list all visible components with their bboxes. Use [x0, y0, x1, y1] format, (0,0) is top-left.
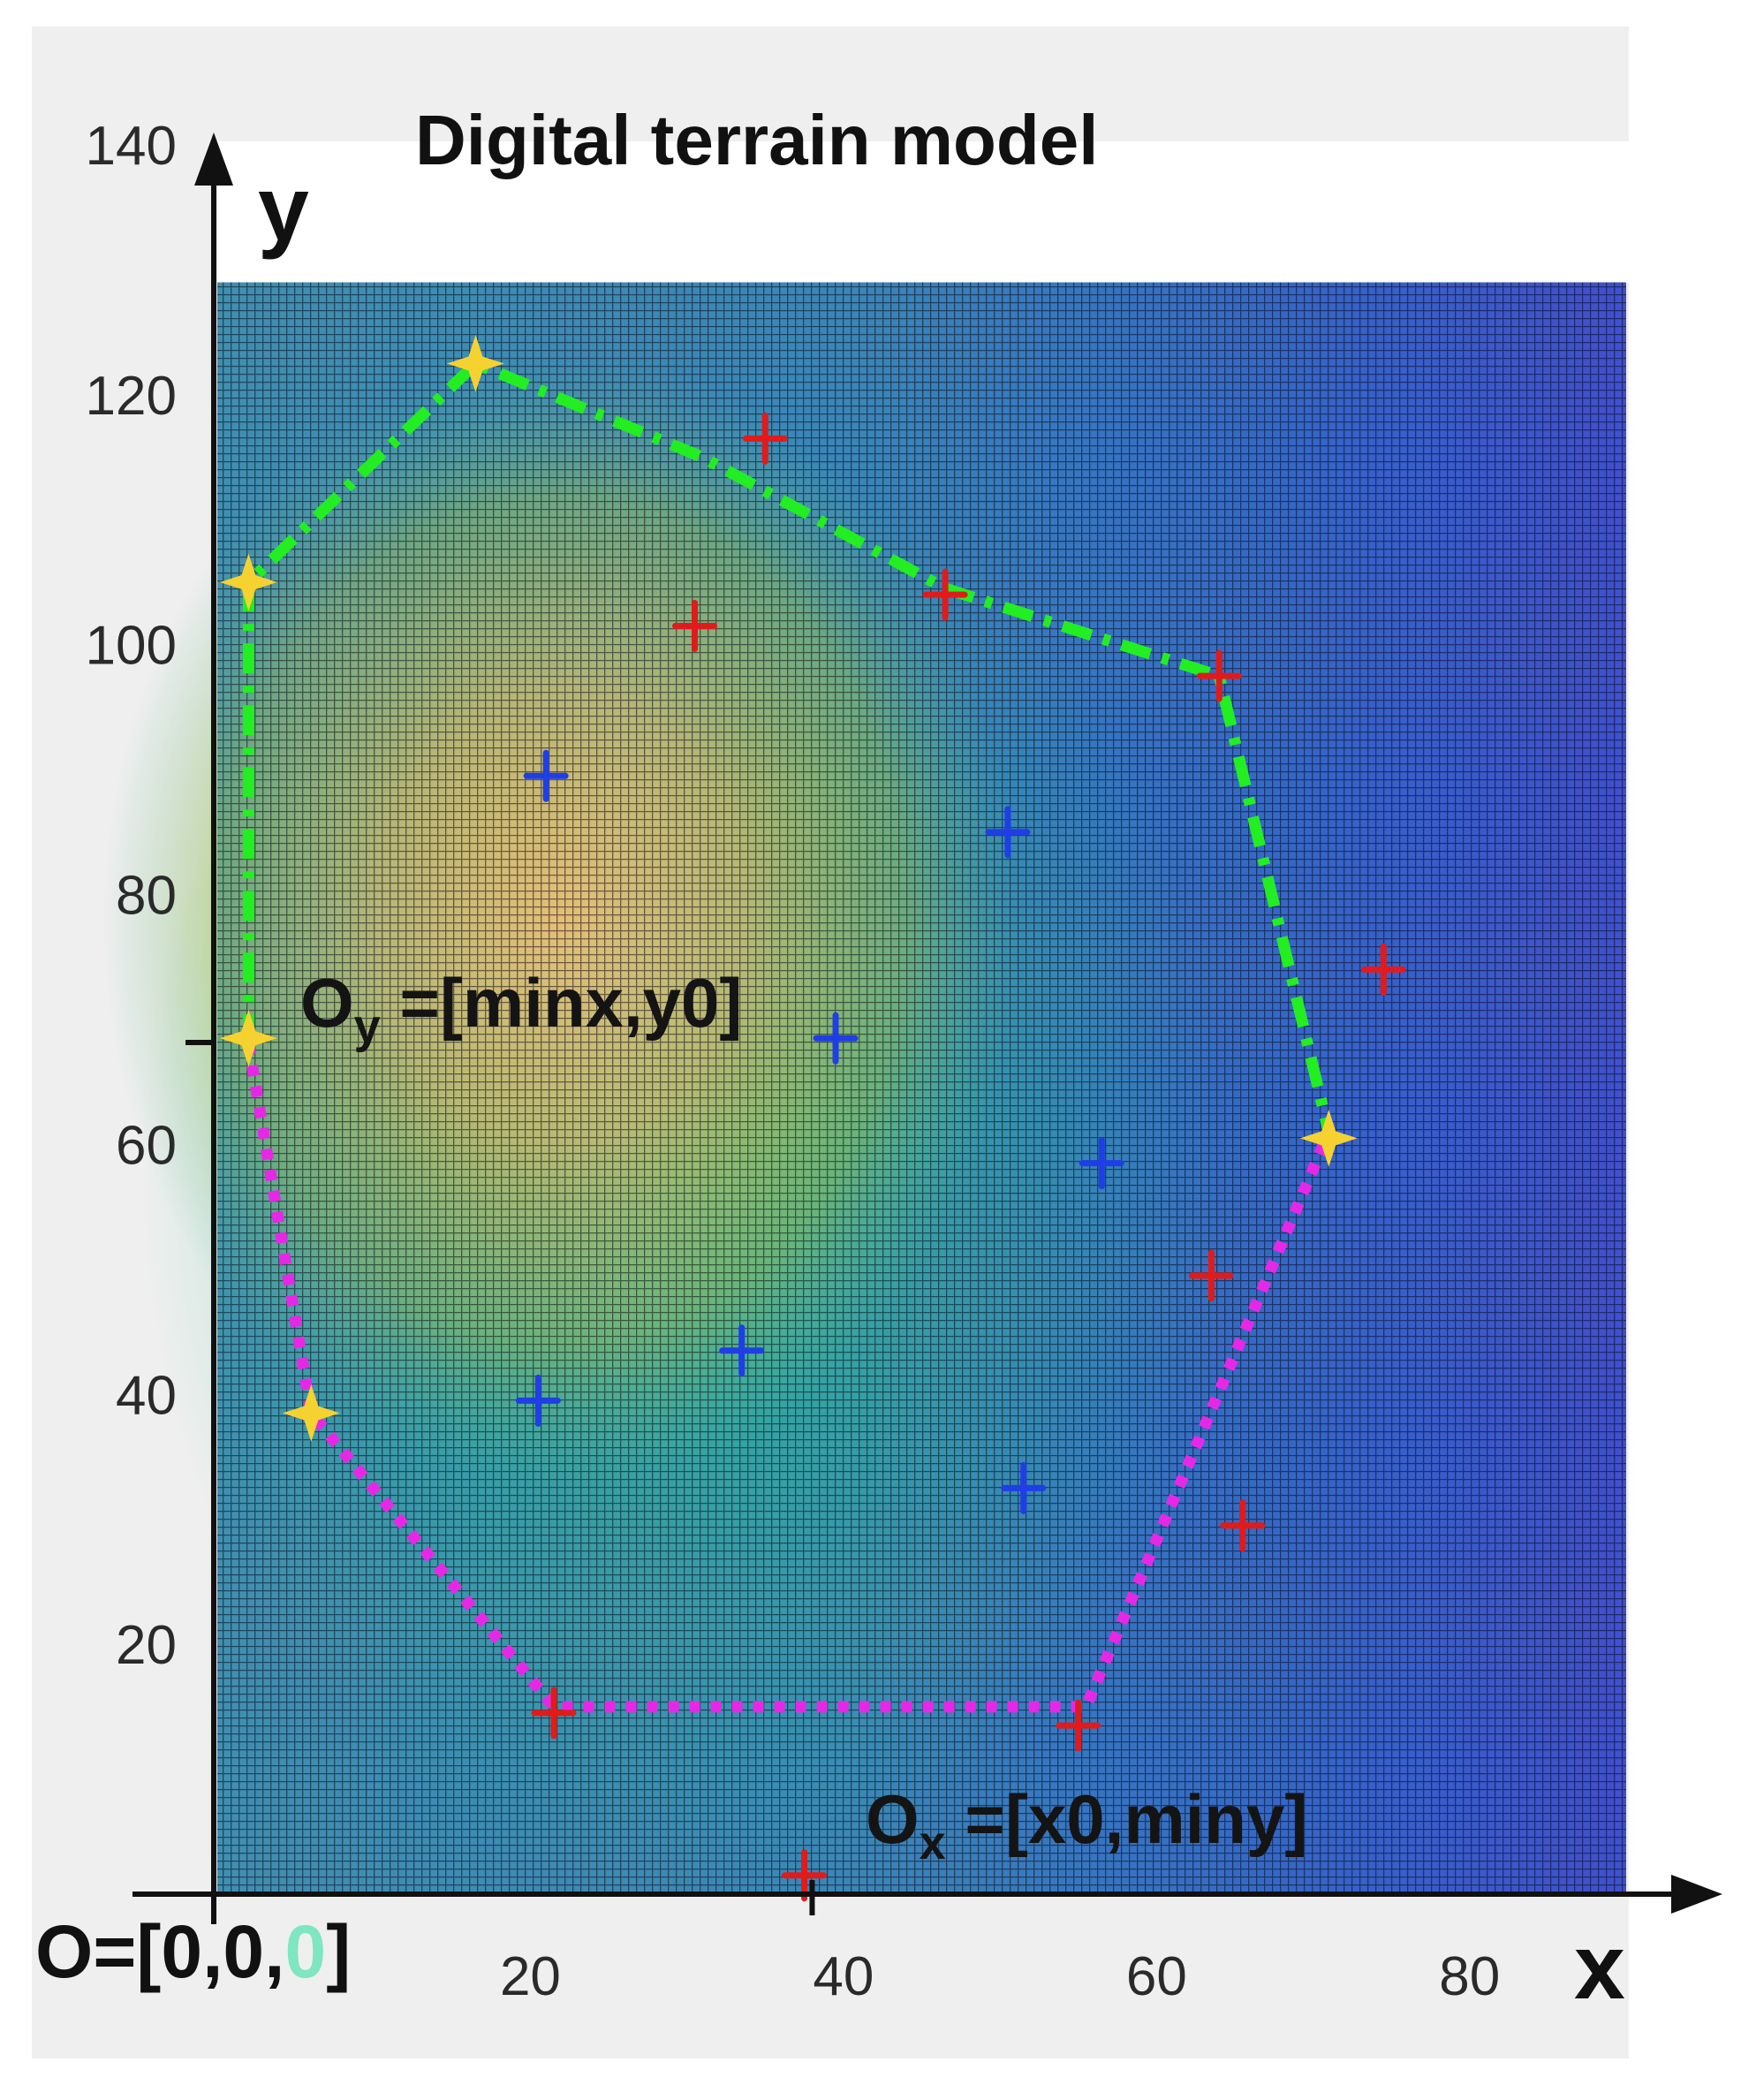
vertex-star-4 [1299, 1109, 1358, 1167]
blue-point-5 [515, 1374, 561, 1427]
x-tick-label: 20 [500, 1946, 561, 2007]
red-point-8 [1056, 1699, 1101, 1752]
vertex-star-0 [446, 335, 504, 392]
y-axis-arrow [194, 133, 233, 186]
y-tick-label: 100 [86, 616, 177, 677]
oy-rest: =[minx,y0] [381, 964, 743, 1042]
red-point-0 [742, 412, 788, 465]
red-point-2 [922, 568, 968, 621]
axes [132, 133, 1722, 1924]
chart-title: Digital terrain model [415, 101, 1098, 179]
x-tick-label: 40 [813, 1946, 874, 2007]
origin-pre: O=[0,0, [35, 1910, 284, 1993]
surface-grid [217, 282, 1626, 1895]
x-tick-label: 60 [1126, 1946, 1187, 2007]
blue-point-3 [1079, 1137, 1124, 1190]
vertex-star-2 [219, 1009, 277, 1067]
x-axis-arrow [1671, 1875, 1722, 1914]
ox-sub: x [920, 1816, 946, 1869]
oy-annotation: Oy =[minx,y0] [300, 964, 742, 1053]
y-tick-label: 140 [86, 116, 177, 177]
point-markers [219, 335, 1406, 1902]
x-axis-label: x [1574, 1916, 1625, 2019]
ox-annotation: Ox =[x0,miny] [866, 1780, 1307, 1869]
red-point-5 [1188, 1249, 1234, 1302]
blue-point-6 [1001, 1461, 1047, 1514]
origin-label: O=[0,0,0] [35, 1910, 351, 1993]
y-axis-label: y [258, 158, 309, 261]
red-point-9 [782, 1849, 828, 1902]
red-point-7 [531, 1687, 577, 1740]
y-tick-label: 20 [116, 1615, 177, 1676]
title-band [217, 141, 1629, 283]
y-tick-label: 120 [86, 366, 177, 427]
red-point-6 [1220, 1499, 1266, 1552]
y-tick-label: 80 [116, 866, 177, 927]
oy-sub: y [354, 1000, 381, 1053]
blue-point-4 [719, 1324, 765, 1377]
y-tick-label: 60 [116, 1115, 177, 1176]
blue-point-0 [523, 749, 569, 802]
terrain-surface [102, 282, 1626, 1895]
red-point-3 [1196, 649, 1242, 702]
origin-z: 0 [284, 1910, 326, 1993]
red-point-1 [672, 600, 718, 652]
y-tick-label: 40 [116, 1365, 177, 1426]
origin-post: ] [326, 1910, 351, 1993]
red-point-4 [1360, 943, 1406, 996]
ox-rest: =[x0,miny] [946, 1780, 1308, 1858]
blue-point-1 [985, 806, 1031, 859]
tick-labels: 20 40 60 80 100 120 140 20 40 60 80 [86, 116, 1501, 2007]
vertex-star-1 [219, 553, 277, 611]
blue-point-2 [813, 1012, 859, 1065]
oy-main: O [300, 964, 354, 1042]
ox-main: O [866, 1780, 920, 1858]
vertex-star-3 [282, 1384, 340, 1442]
x-tick-label: 80 [1439, 1946, 1500, 2007]
